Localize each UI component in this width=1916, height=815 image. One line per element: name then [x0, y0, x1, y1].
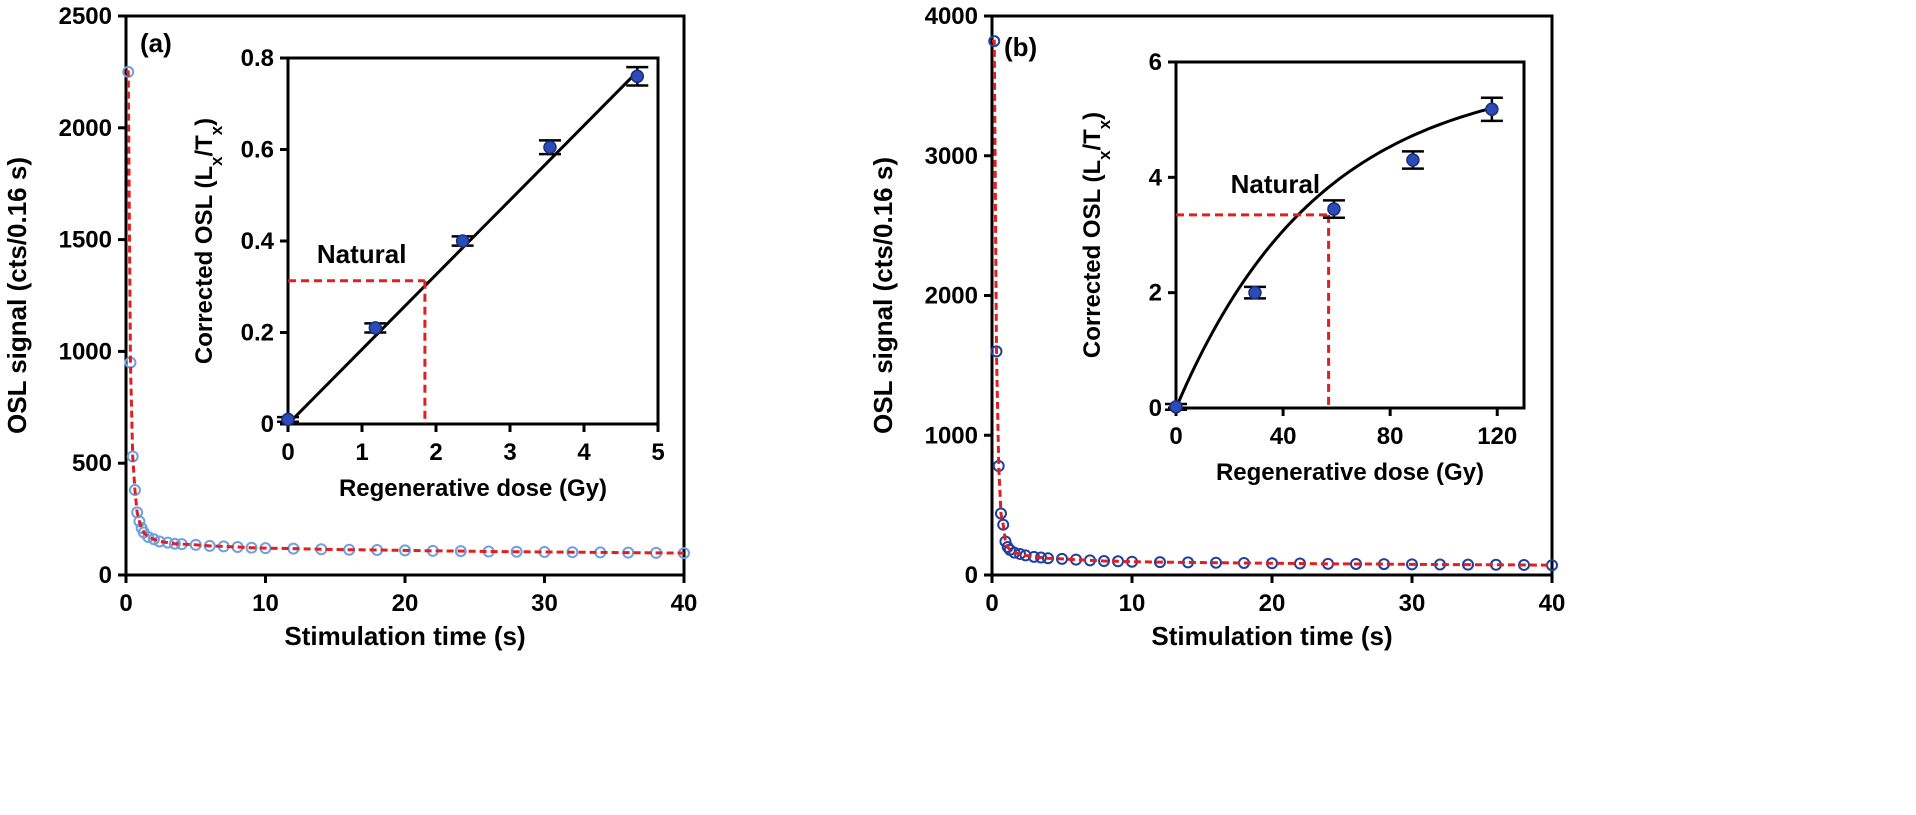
x-tick-label: 40 [671, 590, 698, 617]
data-point [510, 545, 523, 558]
inset-plot: 0 1 2 3 4 5 0 0.2 0.4 0.6 0.8 Regenerative dose (Gy… [191, 45, 665, 502]
y-tick-label: 1000 [59, 338, 112, 365]
inset-data-point [543, 140, 557, 154]
x-tick-label: 30 [1399, 590, 1426, 617]
inset-x-tick-label: 120 [1477, 423, 1517, 450]
natural-label: Natural [1231, 169, 1321, 199]
fit-line [992, 39, 1553, 567]
x-tick-label: 0 [119, 590, 132, 617]
data-point [566, 546, 579, 559]
y-tick-label: 2500 [59, 3, 112, 30]
y-tick-label: 500 [72, 450, 112, 477]
data-point [1042, 552, 1054, 565]
data-point [454, 545, 467, 558]
inset-y-axis-label: Corrected OSL (Lx/Tx) [191, 118, 226, 364]
inset-x-tick-label: 80 [1377, 423, 1404, 450]
inset-x-tick-label: 3 [503, 439, 516, 466]
x-axis-label: Stimulation time (s) [1151, 621, 1392, 651]
y-tick-label: 3000 [925, 143, 978, 170]
x-axis-label: Stimulation time (s) [284, 621, 525, 651]
x-tick-label: 10 [1119, 590, 1146, 617]
inset-plot: 0 40 80 120 0 2 4 6 Regenerative dose (Gy) Correc… [1079, 49, 1526, 486]
data-point [990, 345, 1003, 358]
y-tick-label: 0 [99, 562, 112, 589]
y-tick-label: 4000 [925, 3, 978, 30]
inset-data-point [1327, 202, 1341, 216]
inset-x-axis-label: Regenerative dose (Gy) [339, 475, 607, 502]
fit-line [126, 70, 685, 555]
inset-data-point [368, 321, 383, 335]
inset-x-tick-label: 0 [1169, 423, 1182, 450]
inset-x-tick-label: 1 [355, 439, 368, 466]
inset-data-point [1485, 102, 1499, 117]
data-point [988, 35, 1001, 48]
inset-data-point [630, 69, 645, 84]
inset-data-point [455, 234, 470, 248]
inset-fit-curve [286, 70, 639, 426]
data-point [1462, 558, 1474, 571]
inset-y-axis-label: Corrected OSL (Lx/Tx) [1079, 112, 1114, 358]
x-tick-label: 30 [531, 590, 558, 617]
inset-x-axis-label: Regenerative dose (Gy) [1216, 459, 1484, 486]
data-point [1350, 557, 1362, 570]
inset-y-tick-label: 0 [261, 411, 274, 438]
natural-label: Natural [317, 239, 407, 269]
y-tick-label: 2000 [59, 115, 112, 142]
panel-label: (b) [1004, 32, 1037, 62]
inset-x-tick-label: 40 [1270, 423, 1297, 450]
inset-data-point [1248, 285, 1262, 300]
inset-y-tick-label: 2 [1149, 280, 1162, 307]
inset-x-tick-label: 4 [577, 439, 591, 466]
inset-x-tick-label: 5 [651, 439, 664, 466]
y-tick-label: 1000 [925, 422, 978, 449]
y-tick-label: 2000 [925, 283, 978, 310]
x-tick-label: 20 [1259, 590, 1286, 617]
data-point [147, 533, 160, 546]
y-tick-label: 0 [965, 562, 978, 589]
panel-a: 0 10 20 30 4005001000150020002500Stimulation… [2, 3, 697, 651]
inset-frame [1174, 60, 1526, 410]
inset-data-point [1406, 153, 1420, 167]
inset-y-tick-label: 0.8 [241, 45, 274, 72]
y-tick-label: 1500 [59, 227, 112, 254]
data-point [245, 541, 258, 554]
inset-fit-curve [1174, 106, 1493, 409]
data-point [133, 515, 146, 528]
inset-y-tick-label: 0 [1149, 395, 1162, 422]
panel-label: (a) [140, 28, 172, 58]
y-axis-label: OSL signal (cts/0.16 s) [868, 157, 898, 434]
data-point [122, 65, 135, 78]
inset-y-tick-label: 6 [1149, 49, 1162, 76]
data-point [399, 544, 411, 557]
inset-y-tick-label: 0.6 [241, 137, 274, 164]
data-point [997, 518, 1010, 531]
inset-x-tick-label: 0 [281, 439, 294, 466]
data-point [1098, 555, 1110, 568]
data-point [1406, 558, 1418, 571]
x-tick-label: 40 [1539, 590, 1566, 617]
x-tick-label: 10 [252, 590, 279, 617]
inset-y-tick-label: 0.2 [241, 320, 274, 347]
data-point [142, 530, 155, 543]
data-point [168, 537, 181, 550]
data-point [128, 484, 141, 497]
data-point [189, 538, 202, 551]
inset-y-tick-label: 0.4 [241, 228, 275, 255]
data-point [1154, 556, 1166, 569]
inset-data-point [281, 412, 295, 427]
y-axis-label: OSL signal (cts/0.16 s) [2, 157, 32, 434]
x-tick-label: 0 [985, 590, 998, 617]
inset-x-tick-label: 2 [429, 439, 442, 466]
x-tick-label: 20 [392, 590, 419, 617]
inset-data-point [1169, 400, 1183, 414]
inset-y-tick-label: 4 [1149, 164, 1163, 191]
